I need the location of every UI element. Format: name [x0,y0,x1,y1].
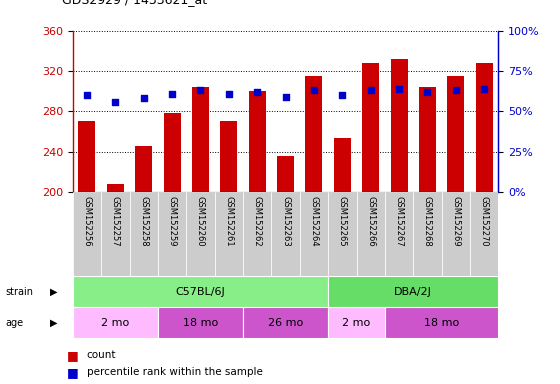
Text: 2 mo: 2 mo [101,318,129,328]
Bar [78,121,96,192]
Bar [192,87,209,192]
Bar [272,192,300,276]
Bar [300,192,328,276]
Text: ▶: ▶ [50,287,58,297]
Point [139,95,148,101]
Bar [328,307,385,338]
Text: GSM152260: GSM152260 [196,196,205,247]
Bar [158,192,186,276]
Text: GSM152262: GSM152262 [253,196,262,247]
Bar [107,184,124,192]
Text: 18 mo: 18 mo [183,318,218,328]
Point [310,87,319,93]
Bar [73,276,328,307]
Bar [470,192,498,276]
Text: ■: ■ [67,349,79,362]
Bar [164,113,181,192]
Point [196,87,205,93]
Text: GSM152258: GSM152258 [139,196,148,247]
Text: GSM152259: GSM152259 [167,196,176,247]
Text: GSM152270: GSM152270 [480,196,489,247]
Text: GSM152264: GSM152264 [310,196,319,247]
Text: age: age [6,318,24,328]
Bar [73,307,158,338]
Bar [305,76,323,192]
Bar [328,276,498,307]
Bar [390,59,408,192]
Bar [385,307,498,338]
Text: GSM152266: GSM152266 [366,196,375,247]
Bar [334,137,351,192]
Bar [357,192,385,276]
Point [366,87,375,93]
Bar [214,192,243,276]
Bar [249,91,266,192]
Text: 18 mo: 18 mo [424,318,459,328]
Point [167,91,176,97]
Point [111,99,120,105]
Text: GSM152268: GSM152268 [423,196,432,247]
Bar [101,192,129,276]
Bar [129,192,158,276]
Bar [73,192,101,276]
Text: GSM152257: GSM152257 [111,196,120,247]
Bar [328,192,357,276]
Text: 26 mo: 26 mo [268,318,303,328]
Point [451,87,460,93]
Bar [475,63,493,192]
Point [423,89,432,95]
Point [395,86,404,92]
Bar [243,307,328,338]
Point [82,92,91,98]
Text: percentile rank within the sample: percentile rank within the sample [87,367,263,377]
Text: ■: ■ [67,366,79,379]
Text: GSM152256: GSM152256 [82,196,91,247]
Bar [447,76,464,192]
Text: 2 mo: 2 mo [342,318,371,328]
Text: C57BL/6J: C57BL/6J [176,287,225,297]
Text: strain: strain [6,287,34,297]
Bar [186,192,214,276]
Point [253,89,262,95]
Text: count: count [87,350,116,360]
Point [225,91,234,97]
Bar [158,307,243,338]
Text: GSM152265: GSM152265 [338,196,347,247]
Text: GSM152269: GSM152269 [451,196,460,247]
Text: GSM152267: GSM152267 [395,196,404,247]
Bar [385,192,413,276]
Text: ▶: ▶ [50,318,58,328]
Bar [442,192,470,276]
Bar [135,146,152,192]
Point [338,92,347,98]
Bar [220,121,237,192]
Text: GSM152263: GSM152263 [281,196,290,247]
Text: GDS2929 / 1433621_at: GDS2929 / 1433621_at [62,0,207,6]
Text: DBA/2J: DBA/2J [394,287,432,297]
Text: GSM152261: GSM152261 [225,196,234,247]
Point [281,94,290,100]
Bar [419,87,436,192]
Bar [362,63,379,192]
Bar [413,192,442,276]
Point [480,86,489,92]
Bar [277,156,294,192]
Bar [243,192,272,276]
